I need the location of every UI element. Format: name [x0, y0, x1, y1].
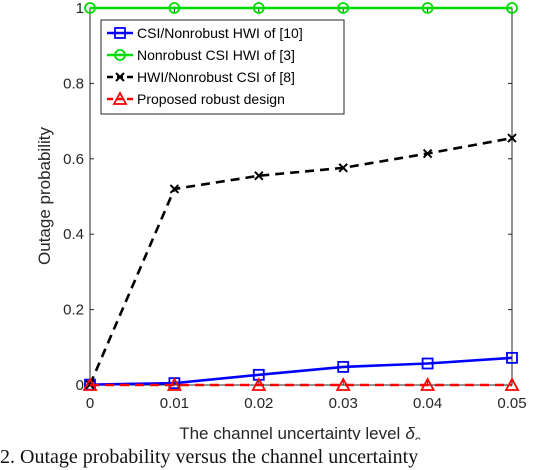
- data-point-3: [504, 377, 520, 391]
- x-tick-label: 0.04: [413, 395, 442, 412]
- series-3: [82, 377, 520, 391]
- data-point-3: [335, 377, 351, 391]
- legend: CSI/Nonrobust HWI of [10] Nonrobust CSI H…: [100, 19, 345, 115]
- legend-marker-3: [112, 91, 128, 105]
- data-point-3: [420, 377, 436, 391]
- axes-layer: 0 0.01 0.02 0.03 0.04 0.05 0 0.2 0.4 0.6 0.8 1: [63, 0, 526, 412]
- x-tick-label: 0.01: [160, 395, 189, 412]
- x-axis-title-text: The channel uncertainty level: [179, 424, 400, 440]
- data-point-3: [251, 377, 267, 391]
- y-tick-label: 0.6: [63, 151, 84, 168]
- chart-svg: 0 0.01 0.02 0.03 0.04 0.05 0 0.2 0.4 0.6 0.8 1 CSI/…: [35, 0, 527, 447]
- y-tick-label: 0: [76, 377, 84, 394]
- series-1: [84, 2, 518, 14]
- data-point-3: [82, 377, 98, 391]
- data-point-1: [84, 2, 96, 14]
- legend-marker-2: [115, 72, 125, 82]
- legend-label-0: CSI/Nonrobust HWI of [10]: [137, 25, 303, 41]
- data-point-2: [169, 184, 180, 194]
- series-line-0: [89, 356, 513, 386]
- data-point-1: [421, 2, 434, 14]
- data-point-1: [252, 2, 265, 14]
- data-point-1: [506, 2, 518, 14]
- y-tick-label: 0.4: [63, 226, 84, 243]
- figure-caption: 2. Outage probability versus the channel…: [0, 446, 419, 468]
- x-tick-label: 0.05: [497, 395, 526, 412]
- series-line-2: [88, 136, 513, 386]
- x-axis-title-symbol: δ: [405, 424, 415, 440]
- y-axis-title: Outage probability: [35, 127, 54, 265]
- x-tick-label: 0: [86, 395, 94, 412]
- y-tick-label: 0.8: [63, 75, 84, 92]
- legend-label-1: Nonrobust CSI HWI of [3]: [137, 47, 295, 63]
- series-layer: [82, 2, 520, 391]
- data-point-3: [166, 377, 182, 391]
- legend-marker-0: [114, 27, 126, 39]
- data-point-1: [168, 2, 181, 14]
- data-point-2: [422, 148, 433, 159]
- x-tick-label: 0.02: [244, 395, 273, 412]
- data-point-0: [506, 351, 518, 364]
- data-point-1: [337, 2, 350, 14]
- x-axis-title-subscript: c: [415, 433, 421, 440]
- data-point-2: [254, 171, 264, 181]
- y-tick-label: 0.2: [63, 302, 84, 319]
- y-tick-label: 1: [76, 0, 84, 17]
- legend-label-2: HWI/Nonrobust CSI of [8]: [137, 69, 295, 85]
- legend-label-3: Proposed robust design: [137, 91, 285, 107]
- legend-marker-1: [114, 49, 126, 61]
- x-axis-title: The channel uncertainty level δc: [179, 424, 421, 440]
- data-point-0: [421, 357, 434, 370]
- data-point-2: [507, 133, 517, 143]
- data-point-2: [338, 163, 348, 173]
- series-2: [85, 133, 517, 390]
- legend-box: [100, 19, 345, 115]
- series-0: [84, 351, 518, 391]
- x-tick-label: 0.03: [329, 395, 358, 412]
- data-point-0: [337, 361, 350, 373]
